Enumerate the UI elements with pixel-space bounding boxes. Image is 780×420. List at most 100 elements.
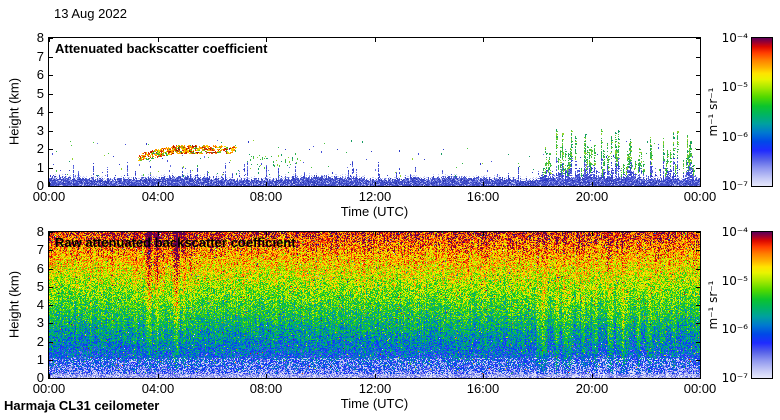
y-tick-label: 0 bbox=[36, 370, 44, 385]
x-tick-label: 00:00 bbox=[32, 381, 66, 396]
y-tick-label: 7 bbox=[36, 242, 44, 257]
colorbar-bottom-panel bbox=[751, 231, 773, 379]
y-tick-label: 2 bbox=[36, 141, 44, 156]
x-tick-label: 12:00 bbox=[358, 189, 392, 204]
y-tick-label: 7 bbox=[36, 49, 44, 64]
y-tick-mark bbox=[696, 94, 700, 95]
y-axis-title-top-panel: Height (km) bbox=[6, 77, 22, 146]
y-tick-mark bbox=[49, 186, 53, 187]
plot-title-top-panel: Attenuated backscatter coefficient bbox=[55, 41, 268, 56]
y-tick-mark bbox=[49, 131, 53, 132]
x-tick-mark bbox=[49, 374, 50, 378]
y-tick-label: 3 bbox=[36, 123, 44, 138]
y-tick-mark bbox=[696, 75, 700, 76]
y-tick-mark bbox=[696, 168, 700, 169]
x-tick-mark bbox=[700, 374, 701, 378]
y-tick-mark bbox=[49, 269, 53, 270]
x-tick-mark bbox=[483, 182, 484, 186]
x-tick-label: 04:00 bbox=[141, 189, 175, 204]
instrument-label: Harmaja CL31 ceilometer bbox=[4, 398, 160, 413]
y-tick-mark bbox=[696, 232, 700, 233]
y-tick-label: 1 bbox=[36, 160, 44, 175]
y-tick-mark bbox=[696, 57, 700, 58]
x-tick-mark bbox=[266, 182, 267, 186]
x-tick-mark bbox=[158, 374, 159, 378]
y-tick-mark bbox=[49, 250, 53, 251]
x-tick-mark bbox=[49, 232, 50, 236]
y-axis-title-bottom-panel: Height (km) bbox=[6, 270, 22, 339]
y-tick-label: 3 bbox=[36, 315, 44, 330]
x-tick-label: 00:00 bbox=[683, 381, 717, 396]
y-tick-label: 1 bbox=[36, 352, 44, 367]
y-tick-mark bbox=[696, 131, 700, 132]
y-tick-mark bbox=[49, 305, 53, 306]
x-tick-mark bbox=[700, 232, 701, 236]
y-tick-label: 8 bbox=[36, 30, 44, 45]
colorbar-top-panel bbox=[751, 37, 773, 187]
x-tick-label: 08:00 bbox=[249, 381, 283, 396]
x-tick-mark bbox=[483, 38, 484, 42]
x-tick-mark bbox=[266, 38, 267, 42]
y-tick-mark bbox=[696, 378, 700, 379]
y-tick-label: 4 bbox=[36, 104, 44, 119]
x-tick-label: 00:00 bbox=[32, 189, 66, 204]
y-tick-mark bbox=[49, 360, 53, 361]
y-tick-mark bbox=[49, 57, 53, 58]
x-tick-mark bbox=[592, 374, 593, 378]
x-tick-mark bbox=[266, 374, 267, 378]
x-tick-mark bbox=[49, 38, 50, 42]
y-tick-mark bbox=[49, 38, 53, 39]
x-tick-label: 00:00 bbox=[683, 189, 717, 204]
colorbar-tick-label: 10⁻⁷ bbox=[721, 179, 748, 193]
y-tick-mark bbox=[696, 360, 700, 361]
attenuated-backscatter-plot: Attenuated backscatter coefficient bbox=[48, 37, 701, 187]
y-tick-mark bbox=[696, 342, 700, 343]
x-tick-mark bbox=[700, 38, 701, 42]
y-tick-mark bbox=[49, 287, 53, 288]
x-axis-title-top-panel: Time (UTC) bbox=[340, 204, 409, 219]
x-tick-mark bbox=[483, 374, 484, 378]
x-tick-mark bbox=[592, 38, 593, 42]
x-axis-title-bottom-panel: Time (UTC) bbox=[340, 396, 409, 411]
y-tick-mark bbox=[696, 186, 700, 187]
x-tick-mark bbox=[375, 38, 376, 42]
y-tick-mark bbox=[696, 269, 700, 270]
y-tick-mark bbox=[49, 112, 53, 113]
y-tick-label: 0 bbox=[36, 178, 44, 193]
y-tick-mark bbox=[49, 378, 53, 379]
x-tick-mark bbox=[483, 232, 484, 236]
x-tick-label: 04:00 bbox=[141, 381, 175, 396]
x-tick-label: 12:00 bbox=[358, 381, 392, 396]
colorbar-tick-label: 10⁻⁶ bbox=[721, 322, 748, 337]
y-tick-mark bbox=[696, 250, 700, 251]
y-tick-label: 4 bbox=[36, 297, 44, 312]
x-tick-label: 20:00 bbox=[575, 189, 609, 204]
y-tick-label: 6 bbox=[36, 67, 44, 82]
x-tick-mark bbox=[700, 182, 701, 186]
plot-title-bottom-panel: Raw attenuated backscatter coefficient bbox=[55, 235, 296, 250]
x-tick-mark bbox=[592, 182, 593, 186]
y-tick-mark bbox=[49, 149, 53, 150]
x-tick-mark bbox=[266, 232, 267, 236]
x-tick-mark bbox=[375, 232, 376, 236]
colorbar-tick-label: 10⁻⁷ bbox=[721, 371, 748, 385]
y-tick-label: 2 bbox=[36, 334, 44, 349]
y-tick-mark bbox=[696, 305, 700, 306]
date-label: 13 Aug 2022 bbox=[54, 6, 128, 21]
y-tick-mark bbox=[49, 75, 53, 76]
y-tick-mark bbox=[696, 323, 700, 324]
raw-attenuated-backscatter-heatmap bbox=[49, 232, 700, 378]
colorbar-tick-label: 10⁻⁴ bbox=[721, 225, 748, 239]
y-tick-mark bbox=[696, 38, 700, 39]
x-tick-label: 16:00 bbox=[466, 381, 500, 396]
y-tick-label: 5 bbox=[36, 279, 44, 294]
y-tick-mark bbox=[49, 232, 53, 233]
colorbar-tick-label: 10⁻⁴ bbox=[721, 31, 748, 45]
x-tick-mark bbox=[592, 232, 593, 236]
raw-attenuated-backscatter-plot: Raw attenuated backscatter coefficient bbox=[48, 231, 701, 379]
x-tick-mark bbox=[158, 182, 159, 186]
x-tick-mark bbox=[49, 182, 50, 186]
colorbar-tick-label: 10⁻⁵ bbox=[721, 273, 748, 288]
x-tick-mark bbox=[375, 374, 376, 378]
